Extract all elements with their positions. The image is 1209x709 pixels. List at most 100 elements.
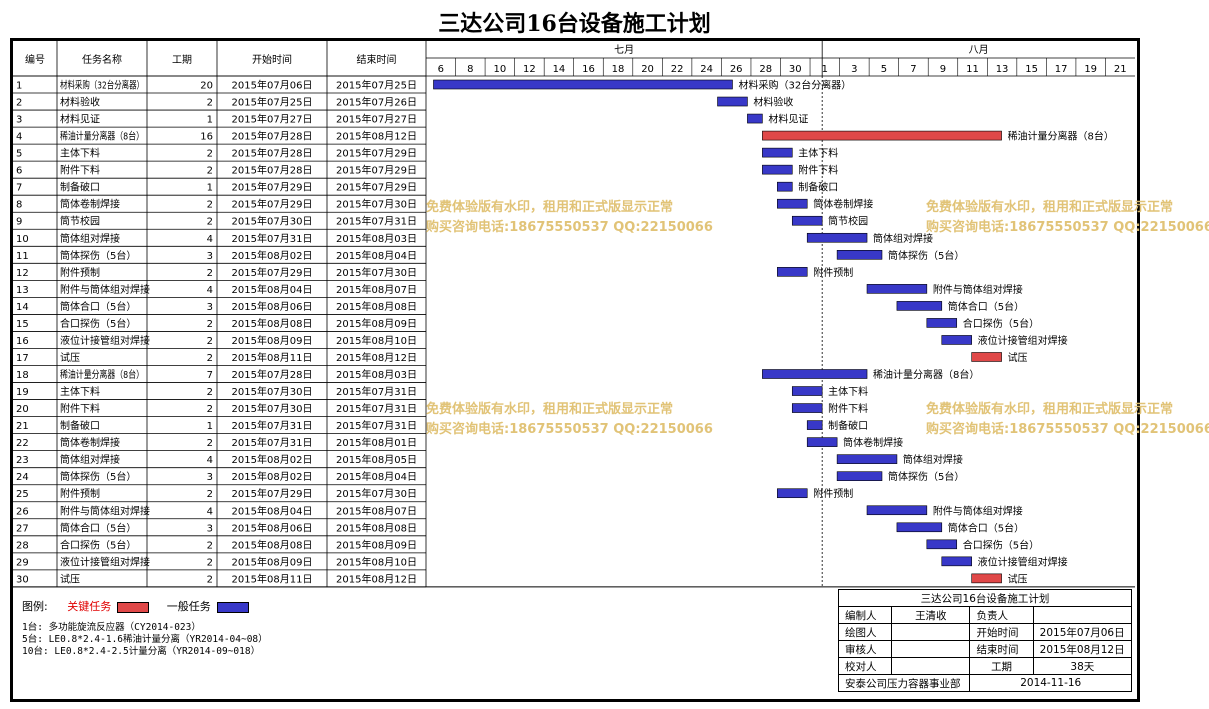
task-bar-label: 主体下料 bbox=[798, 147, 838, 160]
task-end: 2015年07月27日 bbox=[336, 113, 417, 126]
task-end: 2015年07月29日 bbox=[336, 147, 417, 160]
task-start: 2015年08月08日 bbox=[232, 538, 313, 551]
page-title: 三达公司16台设备施工计划 bbox=[438, 11, 711, 37]
task-start: 2015年07月28日 bbox=[232, 164, 313, 177]
day-tick-label: 19 bbox=[1084, 64, 1097, 75]
task-bar-label: 材料验收 bbox=[753, 96, 793, 109]
task-id: 2 bbox=[16, 98, 22, 109]
task-id: 1 bbox=[16, 81, 22, 92]
task-duration: 4 bbox=[207, 506, 213, 517]
task-start: 2015年08月06日 bbox=[232, 521, 313, 534]
header-id: 编号 bbox=[25, 53, 45, 66]
task-duration: 1 bbox=[207, 183, 213, 194]
task-bar bbox=[806, 232, 868, 243]
task-bar-label: 制备破口 bbox=[798, 181, 838, 194]
watermark-line1: 免费体验版有水印，租用和正式版显示正常 bbox=[426, 200, 674, 215]
task-end: 2015年08月12日 bbox=[336, 572, 417, 585]
task-name: 附件与筒体组对焊接 bbox=[60, 504, 150, 517]
task-name: 筒体探伤（5台） bbox=[60, 470, 136, 483]
task-id: 8 bbox=[16, 200, 22, 211]
header-end: 结束时间 bbox=[357, 53, 397, 66]
info-drawer-label: 绘图人 bbox=[837, 623, 893, 641]
task-bar-label: 材料见证 bbox=[768, 113, 808, 126]
watermark-line1: 免费体验版有水印，租用和正式版显示正常 bbox=[926, 200, 1174, 215]
day-tick-label: 10 bbox=[493, 64, 506, 75]
info-end: 2015年08月12日 bbox=[1032, 640, 1133, 658]
task-end: 2015年08月05日 bbox=[336, 453, 417, 466]
task-id: 7 bbox=[16, 183, 22, 194]
watermark-line2: 购买咨询电话:18675550537 QQ:22150066 bbox=[926, 422, 1209, 437]
watermark: 免费体验版有水印，租用和正式版显示正常 购买咨询电话:18675550537 Q… bbox=[926, 400, 1209, 440]
task-id: 9 bbox=[16, 217, 22, 228]
task-duration: 2 bbox=[207, 574, 213, 585]
header-name: 任务名称 bbox=[82, 53, 122, 66]
task-start: 2015年07月28日 bbox=[232, 368, 313, 381]
task-start: 2015年07月29日 bbox=[232, 487, 313, 500]
day-tick-label: 26 bbox=[730, 64, 743, 75]
task-start: 2015年07月31日 bbox=[232, 419, 313, 432]
task-name: 筒节校园 bbox=[60, 215, 100, 228]
task-id: 15 bbox=[16, 319, 29, 330]
task-bar-label: 材料采购（32台分离器） bbox=[738, 79, 851, 92]
task-bar bbox=[762, 369, 868, 379]
month-header-july: 七月 bbox=[614, 44, 634, 56]
task-start: 2015年08月04日 bbox=[232, 283, 313, 296]
task-id: 19 bbox=[16, 387, 29, 398]
task-bar-label: 液位计接管组对焊接 bbox=[978, 334, 1068, 347]
task-duration: 3 bbox=[207, 472, 213, 483]
info-date: 2014-11-16 bbox=[969, 674, 1132, 692]
task-id: 30 bbox=[16, 574, 29, 585]
task-duration: 3 bbox=[207, 523, 213, 534]
task-start: 2015年07月28日 bbox=[232, 130, 313, 143]
header-duration: 工期 bbox=[172, 54, 192, 66]
task-end: 2015年07月31日 bbox=[336, 215, 417, 228]
task-id: 27 bbox=[16, 523, 29, 534]
task-bar bbox=[747, 113, 763, 124]
task-bar-label: 液位计接管组对焊接 bbox=[978, 555, 1068, 568]
task-id: 28 bbox=[16, 540, 29, 551]
task-id: 13 bbox=[16, 285, 29, 296]
task-bar-label: 筒体组对焊接 bbox=[873, 232, 933, 245]
info-end-label: 结束时间 bbox=[969, 640, 1034, 658]
task-end: 2015年08月03日 bbox=[336, 368, 417, 381]
task-bar bbox=[896, 301, 943, 311]
task-duration: 16 bbox=[200, 132, 213, 143]
day-tick-label: 28 bbox=[759, 64, 772, 75]
task-duration: 2 bbox=[207, 353, 213, 364]
task-start: 2015年07月31日 bbox=[232, 232, 313, 245]
task-bar bbox=[941, 335, 972, 345]
info-editor: 王清收 bbox=[891, 606, 971, 624]
watermark-line1: 免费体验版有水印，租用和正式版显示正常 bbox=[426, 402, 674, 417]
task-bar-label: 稀油计量分离器（8台） bbox=[1008, 130, 1114, 143]
task-end: 2015年08月03日 bbox=[336, 232, 417, 245]
info-reviewer-label: 审核人 bbox=[837, 640, 893, 658]
task-name: 材料见证 bbox=[60, 113, 100, 126]
task-bar-label: 筒体合口（5台） bbox=[948, 300, 1024, 313]
info-start-label: 开始时间 bbox=[969, 623, 1034, 641]
day-tick-label: 6 bbox=[438, 64, 444, 75]
task-bar-label: 附件预制 bbox=[813, 487, 853, 500]
task-bar bbox=[896, 522, 943, 533]
task-end: 2015年08月01日 bbox=[336, 436, 417, 449]
task-duration: 20 bbox=[200, 81, 213, 92]
task-end: 2015年08月10日 bbox=[336, 334, 417, 347]
info-duration: 38天 bbox=[1032, 657, 1133, 675]
task-id: 25 bbox=[16, 489, 29, 500]
task-duration: 2 bbox=[207, 438, 213, 449]
task-bar bbox=[791, 386, 823, 396]
info-editor-label: 编制人 bbox=[837, 606, 893, 624]
task-name: 试压 bbox=[60, 572, 80, 585]
task-name: 筒体卷制焊接 bbox=[60, 436, 120, 449]
task-bar bbox=[762, 147, 793, 158]
task-name: 液位计接管组对焊接 bbox=[60, 334, 150, 347]
task-end: 2015年07月29日 bbox=[336, 181, 417, 194]
task-bar-label: 附件与筒体组对焊接 bbox=[933, 504, 1023, 517]
day-tick-label: 17 bbox=[1055, 64, 1068, 75]
task-start: 2015年08月04日 bbox=[232, 504, 313, 517]
task-bar-label: 合口探伤（5台） bbox=[963, 538, 1039, 551]
day-tick-label: 8 bbox=[467, 64, 473, 75]
info-lead bbox=[1032, 606, 1133, 624]
task-name: 制备破口 bbox=[60, 181, 100, 194]
task-id: 20 bbox=[16, 404, 29, 415]
task-end: 2015年07月26日 bbox=[336, 96, 417, 109]
